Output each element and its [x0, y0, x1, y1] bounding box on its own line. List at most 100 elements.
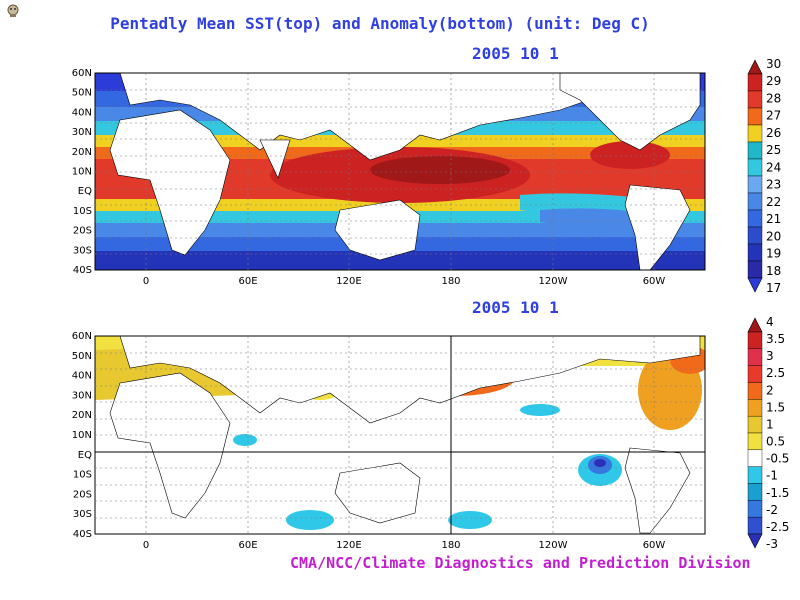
top-cb-swatch	[747, 243, 763, 262]
bottom-cb-swatch	[747, 399, 763, 417]
top-sst-field	[95, 73, 705, 270]
bottom-lat-tick: 60N	[72, 331, 92, 342]
top-lat-tick: 40N	[72, 107, 92, 118]
bottom-lat-tick: 20S	[73, 489, 92, 500]
top-cb-label: 18	[766, 264, 781, 278]
bottom-cb-label: 1.5	[766, 400, 785, 414]
bottom-cb-label: 2	[766, 383, 774, 397]
top-gridlines	[95, 73, 705, 270]
top-cb-swatch	[747, 209, 763, 228]
credit-text: CMA/NCC/Climate Diagnostics and Predicti…	[290, 554, 751, 572]
bottom-axis-labels: 60N 50N 40N 30N 20N 10N EQ 10S 20S 30S 40S 0 60E 120E…	[72, 331, 666, 551]
top-panel-date: 2005 10 1	[472, 44, 559, 63]
top-lat-tick: 30N	[72, 127, 92, 138]
bottom-gridlines	[95, 336, 705, 534]
bottom-lon-tick: 120E	[336, 540, 361, 551]
top-cb-arrow-top	[747, 59, 763, 75]
top-cb-label: 26	[766, 126, 781, 140]
bottom-cb-arrow-top	[747, 317, 763, 333]
bottom-cb-label: -0.5	[766, 452, 789, 466]
bottom-cb-label: 3.5	[766, 332, 785, 346]
top-lat-tick: 30S	[73, 245, 92, 256]
bottom-lon-tick: 0	[143, 540, 149, 551]
top-map-frame	[94, 72, 706, 271]
bottom-lat-tick: 30S	[73, 509, 92, 520]
bottom-cb-swatch	[747, 466, 763, 484]
top-cb-label: 24	[766, 160, 781, 174]
bottom-cb-swatch	[747, 331, 763, 350]
bottom-cb-swatch	[747, 365, 763, 383]
bottom-lat-tick: 20N	[72, 410, 92, 421]
bottom-cb-label: 4	[766, 315, 774, 329]
top-cb-label: 28	[766, 91, 781, 105]
bottom-lat-tick: 10N	[72, 430, 92, 441]
bottom-cb-label: 2.5	[766, 366, 785, 380]
bottom-lat-tick: 10S	[73, 470, 92, 481]
logo-icon	[7, 4, 19, 17]
top-lat-tick: 20S	[73, 226, 92, 237]
bottom-cb-label: -1	[766, 469, 778, 483]
top-cb-swatch	[747, 90, 763, 109]
top-lon-tick: 120W	[539, 276, 568, 287]
bottom-panel-date: 2005 10 1	[472, 298, 559, 317]
bottom-lat-tick: 40N	[72, 371, 92, 382]
bottom-cb-label: -2	[766, 503, 778, 517]
bottom-lat-tick: 50N	[72, 351, 92, 362]
top-lat-tick: 10S	[73, 206, 92, 217]
bottom-cb-swatch	[747, 382, 763, 400]
top-lon-tick: 60W	[643, 276, 666, 287]
bottom-cb-label: -2.5	[766, 520, 789, 534]
bottom-cb-swatch	[747, 432, 763, 451]
bottom-lat-tick: 40S	[73, 529, 92, 540]
top-cb-swatch	[747, 175, 763, 194]
top-cb-swatch	[747, 192, 763, 211]
bottom-cb-label: 1	[766, 417, 774, 431]
bottom-cb-label: -1.5	[766, 486, 789, 500]
top-lon-tick: 180	[441, 276, 460, 287]
bottom-lat-tick: 30N	[72, 390, 92, 401]
top-lon-tick: 120E	[336, 276, 361, 287]
bottom-cb-swatch	[747, 348, 763, 366]
top-cb-swatch	[747, 260, 763, 279]
top-lat-tick: 10N	[72, 167, 92, 178]
bottom-lat-tick: EQ	[78, 450, 92, 461]
top-lat-tick: 40S	[73, 265, 92, 276]
top-cb-label: 29	[766, 74, 781, 88]
bottom-cb-label: 3	[766, 349, 774, 363]
bottom-lon-tick: 120W	[539, 540, 568, 551]
top-colorbar: 30 29 28 27 26 25 24 23 22 21 20 19 18 17	[747, 57, 781, 295]
top-cb-label: 23	[766, 178, 781, 192]
bottom-cb-swatch	[747, 415, 763, 434]
top-lat-tick: 60N	[72, 68, 92, 79]
top-cb-label: 22	[766, 195, 781, 209]
top-cb-arrow-bottom	[747, 277, 763, 293]
top-cb-label: 27	[766, 109, 781, 123]
top-cb-swatch	[747, 73, 763, 92]
bottom-lon-tick: 180	[441, 540, 460, 551]
top-cb-swatch	[747, 107, 763, 126]
page-title: Pentadly Mean SST(top) and Anomaly(botto…	[110, 14, 650, 33]
top-cb-swatch	[747, 226, 763, 245]
top-cb-label: 19	[766, 247, 781, 261]
top-cb-swatch	[747, 124, 763, 143]
top-lat-tick: 20N	[72, 147, 92, 158]
top-cb-label: 20	[766, 229, 781, 243]
top-axis-labels: 60N 50N 40N 30N 20N 10N EQ 10S 20S 30S 40S 0 60E 120E…	[72, 68, 666, 287]
top-lon-tick: 60E	[238, 276, 257, 287]
bottom-lon-tick: 60W	[643, 540, 666, 551]
bottom-lon-tick: 60E	[238, 540, 257, 551]
bottom-cb-arrow-bottom	[747, 533, 763, 549]
top-cb-label: 17	[766, 281, 781, 295]
top-cb-label: 21	[766, 212, 781, 226]
bottom-cb-label: 0.5	[766, 435, 785, 449]
bottom-cb-swatch	[747, 449, 763, 467]
top-cb-label: 30	[766, 57, 781, 71]
top-lat-tick: EQ	[78, 186, 92, 197]
bottom-colorbar: 4 3.5 3 2.5 2 1.5 1 0.5 -0.5 -1 -1.5 -2 -2.5 -3	[747, 315, 789, 551]
bottom-cb-label: -3	[766, 537, 778, 551]
top-cb-label: 25	[766, 143, 781, 157]
bottom-anomaly-field	[95, 336, 705, 534]
bottom-cb-swatch	[747, 500, 763, 518]
bottom-cb-swatch	[747, 483, 763, 501]
